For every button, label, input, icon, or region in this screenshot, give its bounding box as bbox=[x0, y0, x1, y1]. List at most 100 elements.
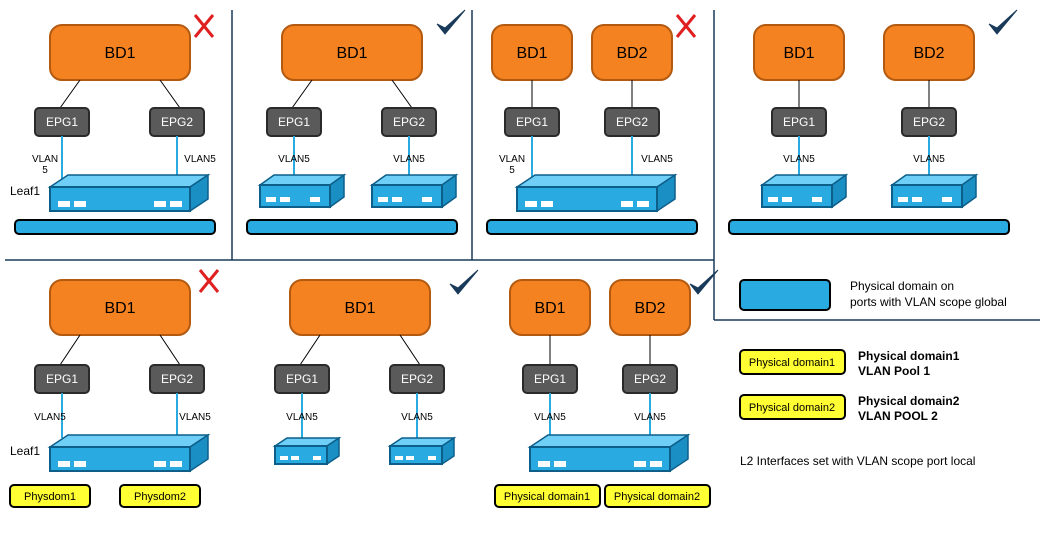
epg-label: EPG2 bbox=[161, 372, 193, 386]
vlan-label: VLAN5 bbox=[913, 154, 945, 165]
bd-box: BD2 bbox=[592, 25, 672, 80]
epg-box: EPG2 bbox=[605, 108, 659, 136]
epg-box: EPG2 bbox=[150, 365, 204, 393]
epg-label: EPG1 bbox=[286, 372, 318, 386]
epg-label: EPG2 bbox=[913, 115, 945, 129]
vlan-label: VLAN5 bbox=[286, 412, 318, 423]
leaf-switch-icon bbox=[260, 175, 344, 207]
legend-pd-bar-text: ports with VLAN scope global bbox=[850, 295, 1007, 309]
vlan-label: VLAN5 bbox=[179, 412, 211, 423]
leaf-switch-icon bbox=[275, 438, 339, 464]
vlan-label: VLAN5 bbox=[401, 412, 433, 423]
panel-top-3: BD1 BD2 EPG1 EPG2 VLAN 5 VLAN5 bbox=[487, 15, 697, 234]
x-icon bbox=[200, 270, 218, 292]
physdom-label: Physdom1 bbox=[24, 491, 76, 503]
bd-label: BD1 bbox=[104, 45, 135, 62]
physdom-box: Physdom2 bbox=[120, 485, 200, 507]
vlan-label: VLAN bbox=[32, 154, 58, 165]
vlan-label: 5 bbox=[42, 165, 48, 176]
bd-label: BD2 bbox=[913, 45, 944, 62]
vlan-label: VLAN5 bbox=[641, 154, 673, 165]
legend: Physical domain on ports with VLAN scope… bbox=[740, 279, 1007, 468]
leaf-label: Leaf1 bbox=[10, 184, 40, 198]
check-icon bbox=[989, 10, 1017, 34]
bd-box: BD2 bbox=[610, 280, 690, 335]
vlan-label: VLAN5 bbox=[534, 412, 566, 423]
legend-physdom2-desc: VLAN POOL 2 bbox=[858, 409, 938, 423]
epg-box: EPG2 bbox=[623, 365, 677, 393]
legend-physdom1-label: Physical domain1 bbox=[749, 357, 835, 369]
bd-box: BD2 bbox=[884, 25, 974, 80]
vlan-label: VLAN5 bbox=[393, 154, 425, 165]
leaf-label: Leaf1 bbox=[10, 444, 40, 458]
bd-label: BD1 bbox=[534, 300, 565, 317]
physdom-label: Physdom2 bbox=[134, 491, 186, 503]
leaf-switch-icon bbox=[50, 435, 208, 471]
panel-bottom-3: BD1 BD2 EPG1 EPG2 VLAN5 VLAN5 bbox=[495, 270, 718, 507]
epg-label: EPG1 bbox=[46, 115, 78, 129]
vlan-label: VLAN5 bbox=[783, 154, 815, 165]
bd-label: BD1 bbox=[336, 45, 367, 62]
legend-physdom1-desc: Physical domain1 bbox=[858, 349, 960, 363]
bd-box: BD1 bbox=[290, 280, 430, 335]
panel-top-1: BD1 EPG1 EPG2 VLAN 5 VLAN5 Leaf1 bbox=[10, 15, 216, 234]
bd-box: BD1 bbox=[492, 25, 572, 80]
bd-label: BD2 bbox=[616, 45, 647, 62]
physdom-label: Physical domain1 bbox=[504, 491, 590, 503]
x-icon bbox=[195, 15, 213, 37]
epg-label: EPG2 bbox=[401, 372, 433, 386]
vlan-label: VLAN5 bbox=[278, 154, 310, 165]
legend-physdom2-desc: Physical domain2 bbox=[858, 394, 960, 408]
legend-pd-bar-icon bbox=[740, 280, 830, 310]
bd-box: BD1 bbox=[510, 280, 590, 335]
legend-pd-bar-text: Physical domain on bbox=[850, 279, 954, 293]
panel-top-4: BD1 BD2 EPG1 EPG2 VLAN5 VLAN5 bbox=[729, 10, 1017, 234]
panel-bottom-2: BD1 EPG1 EPG2 VLAN5 VLAN5 bbox=[275, 270, 478, 464]
bd-box: BD1 bbox=[50, 280, 190, 335]
vlan-label: VLAN5 bbox=[34, 412, 66, 423]
physical-domain-bar bbox=[729, 220, 1009, 234]
bd-label: BD1 bbox=[783, 45, 814, 62]
leaf-switch-icon bbox=[892, 175, 976, 207]
epg-label: EPG2 bbox=[393, 115, 425, 129]
leaf-switch-icon bbox=[517, 175, 675, 211]
legend-physdom2-label: Physical domain2 bbox=[749, 402, 835, 414]
epg-box: EPG1 bbox=[523, 365, 577, 393]
epg-box: EPG2 bbox=[150, 108, 204, 136]
bd-label: BD1 bbox=[516, 45, 547, 62]
diagram-root: BD1 EPG1 EPG2 VLAN 5 VLAN5 Leaf1 bbox=[0, 0, 1043, 537]
legend-physdom1-desc: VLAN Pool 1 bbox=[858, 364, 930, 378]
physical-domain-bar bbox=[247, 220, 457, 234]
epg-box: EPG1 bbox=[35, 108, 89, 136]
leaf-switch-icon bbox=[390, 438, 454, 464]
epg-label: EPG2 bbox=[161, 115, 193, 129]
epg-label: EPG2 bbox=[634, 372, 666, 386]
physdom-box: Physical domain1 bbox=[495, 485, 600, 507]
legend-footnote: L2 Interfaces set with VLAN scope port l… bbox=[740, 454, 975, 468]
physdom-label: Physical domain2 bbox=[614, 491, 700, 503]
bd-box: BD1 bbox=[754, 25, 844, 80]
epg-box: EPG1 bbox=[772, 108, 826, 136]
vlan-label: VLAN bbox=[499, 154, 525, 165]
x-icon bbox=[677, 15, 695, 37]
epg-label: EPG1 bbox=[46, 372, 78, 386]
physdom-box: Physdom1 bbox=[10, 485, 90, 507]
leaf-switch-icon bbox=[530, 435, 688, 471]
epg-box: EPG1 bbox=[35, 365, 89, 393]
physdom-box: Physical domain2 bbox=[605, 485, 710, 507]
epg-box: EPG1 bbox=[275, 365, 329, 393]
bd-label: BD2 bbox=[634, 300, 665, 317]
epg-box: EPG1 bbox=[267, 108, 321, 136]
epg-box: EPG2 bbox=[390, 365, 444, 393]
physical-domain-bar bbox=[487, 220, 697, 234]
panel-top-2: BD1 EPG1 EPG2 VLAN5 VLAN5 bbox=[247, 10, 465, 234]
vlan-label: 5 bbox=[509, 165, 515, 176]
leaf-switch-icon bbox=[50, 175, 208, 211]
leaf-switch-icon bbox=[372, 175, 456, 207]
epg-label: EPG1 bbox=[534, 372, 566, 386]
bd-box: BD1 bbox=[50, 25, 190, 80]
leaf-switch-icon bbox=[762, 175, 846, 207]
panel-bottom-1: BD1 EPG1 EPG2 VLAN5 VLAN5 Leaf1 Phy bbox=[10, 270, 218, 507]
epg-label: EPG2 bbox=[616, 115, 648, 129]
epg-box: EPG1 bbox=[505, 108, 559, 136]
